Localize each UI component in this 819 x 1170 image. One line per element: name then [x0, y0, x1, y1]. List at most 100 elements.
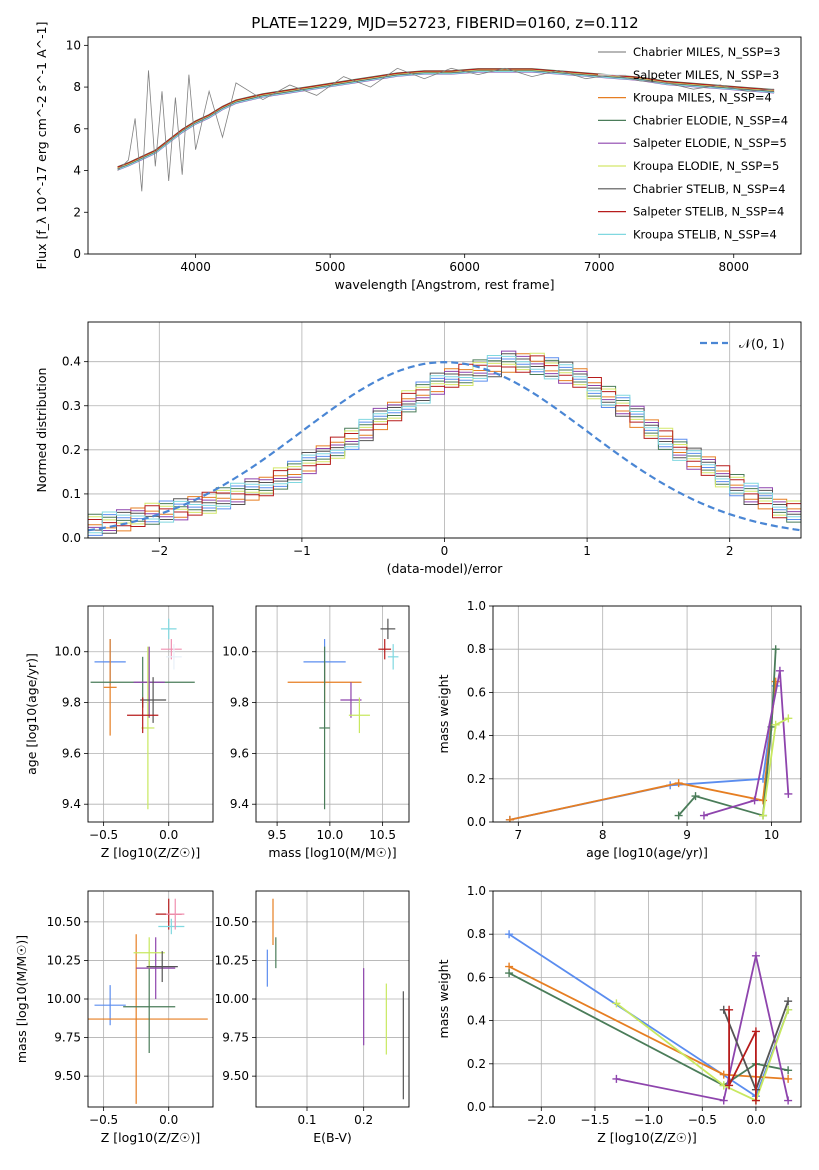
axes-frame — [87, 605, 214, 823]
y-tick-label: 0.4 — [467, 729, 486, 743]
axes-frame — [255, 605, 410, 823]
weight-line — [509, 681, 777, 821]
y-tick-label: 0.3 — [62, 399, 81, 413]
weight-line — [509, 685, 777, 821]
y-tick-label: 0.4 — [467, 1014, 486, 1028]
weight-marker — [771, 720, 780, 729]
x-tick-label: −2.0 — [527, 1113, 556, 1127]
weight-marker — [691, 792, 700, 801]
y-tick-label: 9.75 — [222, 1031, 249, 1045]
x-axis-label: wavelength [Angstrom, rest frame] — [334, 277, 554, 292]
y-tick-label: 10.00 — [215, 992, 249, 1006]
weight-marker — [699, 811, 708, 820]
x-tick-label: 7000 — [584, 260, 615, 274]
x-axis-label: mass [log10(M/M☉)] — [268, 845, 396, 860]
y-axis-label: mass weight — [436, 674, 451, 753]
weight-marker — [751, 951, 760, 960]
model-spectrum-line — [117, 68, 775, 168]
x-tick-label: 1 — [583, 544, 591, 558]
y-tick-label: 9.4 — [230, 797, 249, 811]
x-tick-label: 0.0 — [159, 1113, 178, 1127]
y-tick-label: 0.8 — [467, 642, 486, 656]
x-tick-label: −2 — [150, 544, 168, 558]
y-tick-label: 10.0 — [222, 645, 249, 659]
weight-marker — [784, 997, 793, 1006]
mass-vs-metallicity-panel: −0.5 0.0 9.50 9.75 10.00 10.25 10.50 Z [log10(Z… — [14, 890, 214, 1145]
weight-marker — [784, 714, 793, 723]
weight-marker — [751, 1027, 760, 1036]
y-tick-label: 1.0 — [467, 884, 486, 898]
y-tick-label: 0.0 — [62, 531, 81, 545]
age-vs-metallicity-panel: −0.5 0.0 9.4 9.6 9.8 10.0 Z [log10(Z/Z☉)] age [… — [24, 605, 214, 860]
weight-marker — [612, 1074, 621, 1083]
x-tick-label: 2 — [726, 544, 734, 558]
figure-title: PLATE=1229, MJD=52723, FIBERID=0160, z=0… — [251, 14, 638, 32]
legend-label: Salpeter STELIB, N_SSP=4 — [633, 205, 784, 219]
spectrum-curves — [117, 67, 775, 192]
weight-marker — [784, 1096, 793, 1105]
y-tick-label: 6 — [73, 122, 81, 136]
y-tick-label: 0.2 — [62, 443, 81, 457]
y-tick-label: 8 — [73, 80, 81, 94]
y-tick-label: 0.1 — [62, 487, 81, 501]
spectrum-panel: 4000 5000 6000 7000 8000 0 2 4 6 8 10 wavelength [A… — [34, 22, 802, 292]
y-axis-label: mass [log10(M/M☉)] — [14, 935, 29, 1063]
y-tick-label: 0.4 — [62, 355, 81, 369]
y-tick-label: 0.0 — [467, 1100, 486, 1114]
y-tick-label: 9.8 — [230, 696, 249, 710]
y-tick-label: 9.6 — [62, 746, 81, 760]
x-tick-label: 10.5 — [369, 828, 396, 842]
y-tick-label: 10.50 — [47, 915, 81, 929]
weight-marker — [719, 1070, 728, 1079]
y-tick-label: 9.50 — [222, 1069, 249, 1083]
x-tick-label: −0.5 — [89, 1113, 118, 1127]
x-tick-label: 10.0 — [317, 828, 344, 842]
weight-line — [703, 670, 790, 817]
weight-marker — [771, 645, 780, 654]
x-tick-label: 0.1 — [297, 1113, 316, 1127]
legend-label: Chabrier STELIB, N_SSP=4 — [633, 182, 785, 196]
weight-marker — [674, 779, 683, 788]
axes-frame — [255, 890, 410, 1108]
weight-vs-metallicity-panel: −2.0 −1.5 −1.0 −0.5 0.0 0.0 0.2 0.4 0.6 0.8 1.0 Z [… — [436, 884, 802, 1145]
x-tick-label: −1.0 — [634, 1113, 663, 1127]
normal-curve — [88, 360, 801, 532]
legend-label: Kroupa MILES, N_SSP=4 — [633, 91, 772, 105]
x-tick-label: 6000 — [449, 260, 480, 274]
y-axis-label: Flux [f_λ 10^-17 erg cm^-2 s^-1 A^-1] — [34, 22, 49, 270]
x-tick-label: 5000 — [315, 260, 346, 274]
weight-lines — [505, 645, 793, 822]
observed-spectrum-line — [117, 67, 775, 192]
y-tick-label: 9.6 — [230, 746, 249, 760]
legend-label: Chabrier ELODIE, N_SSP=4 — [633, 113, 788, 127]
error-bars — [266, 898, 404, 1100]
residuals-panel: −2 −1 0 1 2 0.0 0.1 0.2 0.3 0.4 (data-model)/error… — [34, 321, 802, 576]
legend-label: 𝒩(0, 1) — [739, 336, 785, 351]
weight-line — [728, 1009, 757, 1101]
weight-marker — [775, 666, 784, 675]
legend-label: Kroupa ELODIE, N_SSP=5 — [633, 159, 779, 173]
y-tick-label: 0 — [73, 247, 81, 261]
axes-frame — [87, 321, 802, 539]
weight-line — [677, 649, 777, 817]
legend-label: Salpeter ELODIE, N_SSP=5 — [633, 136, 787, 150]
y-tick-label: 0.8 — [467, 927, 486, 941]
weight-marker — [784, 1066, 793, 1075]
y-axis-label: age [log10(age/yr)] — [24, 653, 39, 775]
y-tick-label: 10 — [66, 38, 81, 52]
legend-label: Salpeter MILES, N_SSP=3 — [633, 68, 779, 82]
x-tick-label: 4000 — [180, 260, 211, 274]
legend-label: Kroupa STELIB, N_SSP=4 — [633, 227, 777, 241]
weight-line — [616, 955, 789, 1102]
y-tick-label: 0.0 — [467, 815, 486, 829]
x-tick-label: −0.5 — [89, 828, 118, 842]
y-tick-label: 0.6 — [467, 685, 486, 699]
y-tick-label: 10.50 — [215, 915, 249, 929]
y-tick-label: 0.2 — [467, 1057, 486, 1071]
x-tick-label: −0.5 — [688, 1113, 717, 1127]
y-tick-label: 9.50 — [54, 1069, 81, 1083]
y-tick-label: 1.0 — [467, 599, 486, 613]
x-tick-label: 0.2 — [354, 1113, 373, 1127]
x-tick-label: 0 — [441, 544, 449, 558]
